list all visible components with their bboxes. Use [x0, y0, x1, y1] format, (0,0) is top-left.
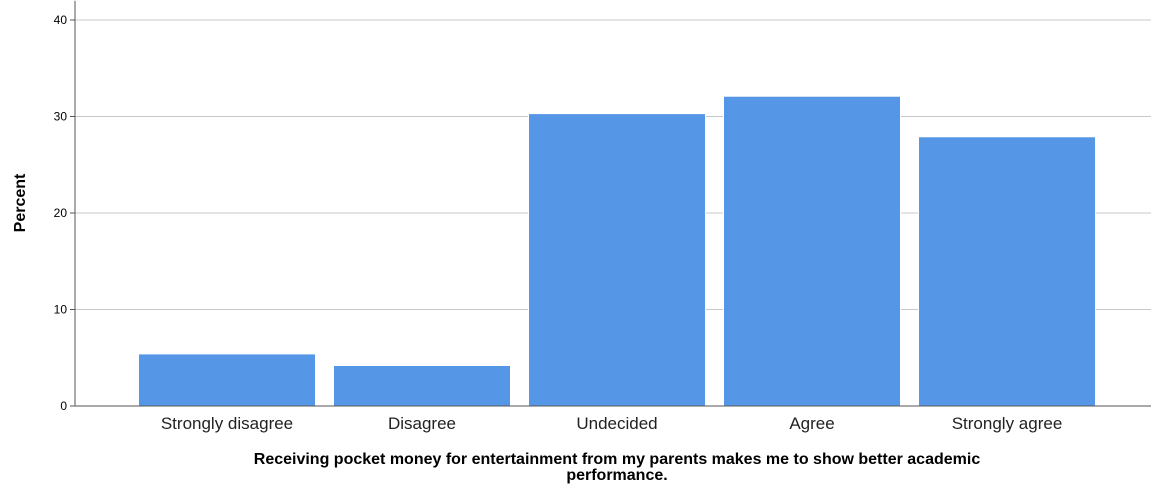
y-tick-label: 10	[54, 303, 68, 317]
bar	[528, 113, 706, 407]
axes	[70, 0, 1151, 407]
y-tick-label: 0	[60, 399, 67, 413]
y-tick-label: 20	[54, 206, 68, 220]
bar	[138, 353, 316, 407]
bar	[723, 95, 901, 407]
bar	[918, 136, 1096, 407]
bar	[333, 364, 511, 407]
x-tick-label: Agree	[789, 414, 834, 433]
x-tick-label: Strongly disagree	[161, 414, 293, 433]
x-tick-label: Undecided	[576, 414, 657, 433]
x-axis-label-line-1: Receiving pocket money for entertainment…	[254, 451, 981, 468]
tick-labels: 0 10 20 30 40 Strongly disagree Disagree Undeci…	[54, 13, 1063, 433]
x-tick-label: Disagree	[388, 414, 456, 433]
x-axis-label-line-2: performance.	[566, 467, 667, 484]
x-tick-label: Strongly agree	[952, 414, 1063, 433]
bars	[138, 95, 1096, 407]
y-tick-label: 40	[54, 13, 68, 27]
y-axis-label: Percent	[12, 173, 29, 232]
y-tick-label: 30	[54, 110, 68, 124]
